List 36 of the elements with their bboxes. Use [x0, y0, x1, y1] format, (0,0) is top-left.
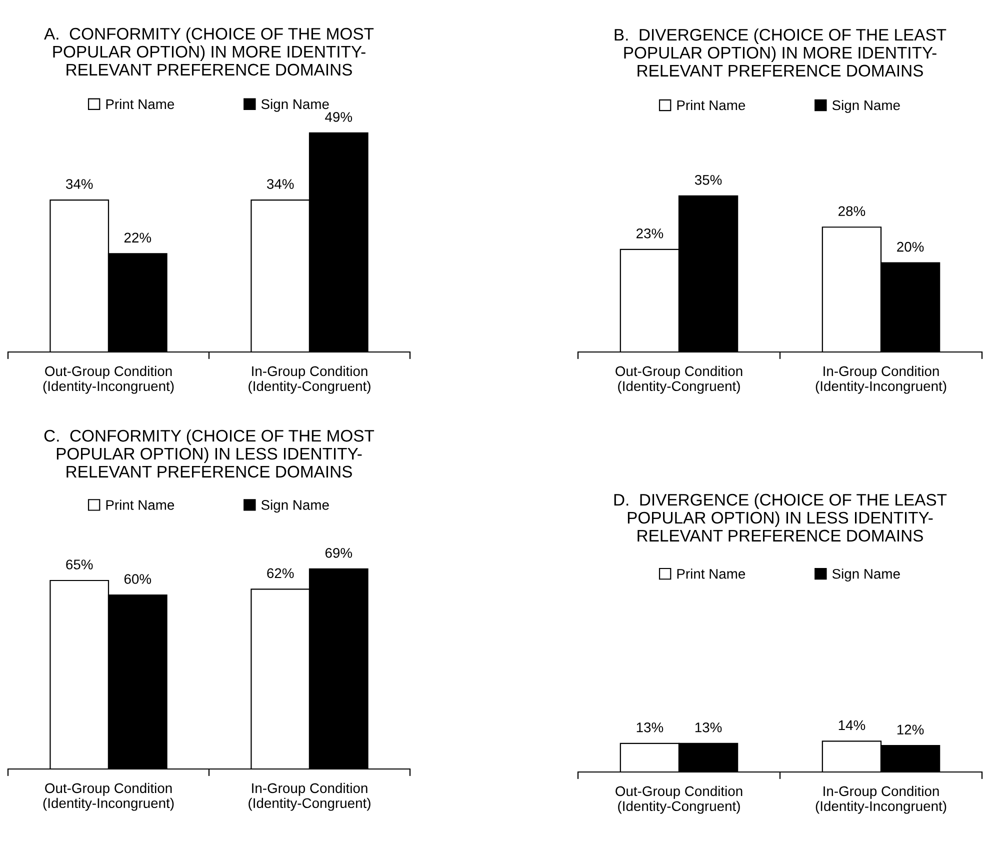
x-tick-label: Out-Group Condition (Identity-Congruent) [616, 366, 742, 394]
data-label: 65% [66, 560, 93, 570]
data-label: 12% [897, 724, 924, 734]
legend-label: Print Name [677, 100, 746, 110]
legend-label: Sign Name [832, 100, 900, 113]
legend-label: Print Name [106, 98, 174, 110]
legend-label: Sign Name [261, 500, 329, 513]
legend-label: Sign Name [261, 98, 329, 112]
x-tick-label: Out-Group Condition (Identity-Congruent) [616, 786, 742, 814]
data-label: 62% [267, 568, 294, 578]
data-label: 35% [694, 174, 722, 185]
data-label: 34% [266, 179, 294, 189]
legend-label: Sign Name [832, 568, 900, 582]
x-tick-label: In-Group Condition (Identity-Congruent) [248, 366, 370, 394]
x-tick-label: In-Group Condition (Identity-Incongruent) [816, 366, 946, 394]
chart-title: A. CONFORMITY (CHOICE OF THE MOST POPULAR OPTION) IN MORE IDENTITY- RELEVANT PREFERENCE DOMAINS [44, 27, 374, 76]
x-tick-label: Out-Group Condition (Identity-Incongruent) [43, 782, 174, 811]
chart-title: C. CONFORMITY (CHOICE OF THE MOST POPULAR OPTION) IN LESS IDENTITY- RELEVANT PREFERENCE DOMAINS [44, 429, 374, 478]
data-label: 13% [636, 722, 664, 732]
chart-title: B. DIVERGENCE (CHOICE OF THE LEAST POPULAR OPTION) IN MORE IDENTITY- RELEVANT PREFERENCE DOMAINS [614, 28, 946, 77]
data-label: 60% [124, 574, 152, 584]
data-label: 34% [66, 179, 93, 189]
x-tick-label: In-Group Condition (Identity-Incongruent) [816, 786, 946, 814]
chart-title: D. DIVERGENCE (CHOICE OF THE LEAST POPULAR OPTION) IN LESS IDENTITY- RELEVANT PREFERENCE DOMAINS [614, 493, 947, 542]
data-label: 22% [124, 232, 152, 243]
data-label: 14% [838, 720, 866, 730]
legend-label: Print Name [677, 568, 746, 579]
data-label: 69% [325, 548, 352, 558]
data-label: 23% [636, 228, 664, 238]
x-tick-label: In-Group Condition (Identity-Congruent) [248, 782, 370, 811]
data-label: 49% [325, 112, 352, 122]
data-label: 20% [897, 242, 924, 252]
data-label: 28% [838, 206, 866, 216]
legend-label: Print Name [106, 500, 174, 510]
x-tick-label: Out-Group Condition (Identity-Incongruent) [43, 366, 174, 394]
data-label: 13% [695, 722, 722, 732]
